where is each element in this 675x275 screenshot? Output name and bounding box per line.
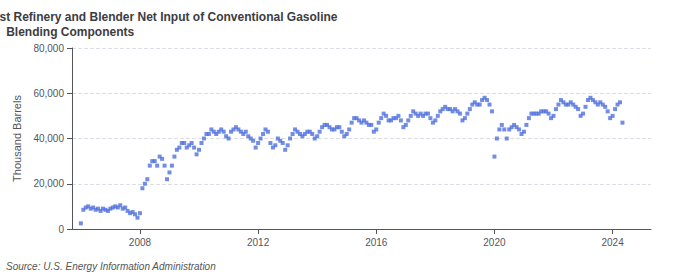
- svg-text:2008: 2008: [129, 237, 152, 248]
- svg-text:Thousand Barrels: Thousand Barrels: [11, 95, 23, 182]
- svg-text:2024: 2024: [601, 237, 624, 248]
- svg-text:2020: 2020: [483, 237, 506, 248]
- svg-text:0: 0: [58, 224, 64, 235]
- svg-text:20,000: 20,000: [33, 178, 64, 189]
- svg-text:60,000: 60,000: [33, 88, 64, 99]
- svg-text:Blending Components: Blending Components: [6, 25, 134, 39]
- svg-text:Source: U.S. Energy Informatio: Source: U.S. Energy Information Administ…: [6, 261, 216, 272]
- svg-text:2016: 2016: [365, 237, 388, 248]
- svg-text:40,000: 40,000: [33, 133, 64, 144]
- svg-text:80,000: 80,000: [33, 43, 64, 54]
- svg-text:2012: 2012: [247, 237, 270, 248]
- svg-text:Monthly Refining District East: Monthly Refining District East Coast Ref…: [0, 10, 338, 24]
